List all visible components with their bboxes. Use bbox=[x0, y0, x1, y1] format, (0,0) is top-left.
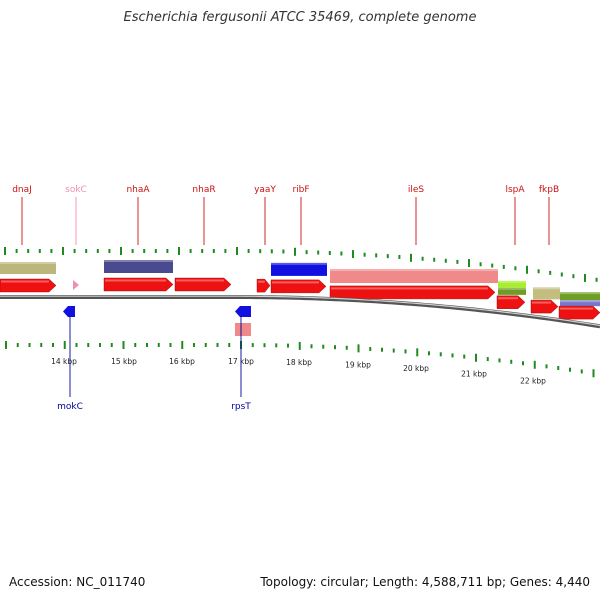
feature-box bbox=[560, 300, 600, 307]
backbone bbox=[0, 295, 600, 329]
cds-arrow-shine bbox=[105, 279, 166, 282]
gene-label: lspA bbox=[505, 185, 525, 195]
gene-label: nhaA bbox=[126, 185, 150, 195]
feature-box-shine bbox=[560, 300, 600, 303]
feature-box-shine bbox=[560, 292, 600, 295]
outer-tick-row bbox=[4, 247, 598, 282]
gene-label: sokC bbox=[65, 185, 87, 195]
scale-tick-row bbox=[5, 341, 595, 378]
scale-label: 15 kbp bbox=[111, 357, 137, 366]
feature-box-shine bbox=[498, 287, 526, 290]
feature-box bbox=[271, 262, 327, 276]
feature-box bbox=[533, 287, 560, 300]
feature-box-shine bbox=[104, 260, 173, 262]
backbone-line bbox=[0, 295, 600, 329]
gene-labels: dnaJ sokC nhaA nhaR yaaY ribF ileS lspA fkpB mokC… bbox=[12, 185, 559, 412]
gene-label: nhaR bbox=[192, 185, 215, 195]
scale-label: 21 kbp bbox=[461, 370, 487, 379]
backbone-highlight bbox=[0, 295, 600, 327]
genome-summary: Topology: circular; Length: 4,588,711 bp… bbox=[260, 575, 590, 589]
cds-arrow-shine bbox=[1, 280, 49, 283]
feature-box bbox=[330, 269, 498, 284]
gene-label: rpsT bbox=[231, 402, 251, 412]
feature-box-shine bbox=[330, 269, 498, 272]
cds-arrow-shine bbox=[532, 301, 551, 304]
reverse-arrow bbox=[235, 306, 251, 317]
map-title: Escherichia fergusonii ATCC 35469, compl… bbox=[123, 10, 477, 25]
gene-label: yaaY bbox=[254, 185, 276, 195]
scale-label: 22 kbp bbox=[520, 377, 546, 386]
cds-arrow-shine bbox=[331, 287, 488, 290]
feature-box-shine bbox=[498, 280, 526, 283]
gene-label: ribF bbox=[292, 185, 309, 195]
scale-label: 16 kbp bbox=[169, 357, 195, 366]
srna-arrow bbox=[73, 280, 79, 290]
feature-box bbox=[498, 280, 526, 288]
cds-arrow-shine bbox=[498, 297, 518, 300]
feature-box-shine bbox=[271, 262, 327, 265]
gene-label: dnaJ bbox=[12, 185, 32, 195]
scale-label: 18 kbp bbox=[286, 358, 312, 367]
cds-arrow-shine bbox=[272, 281, 319, 284]
scale-labels: 14 kbp 15 kbp 16 kbp 17 kbp 18 kbp 19 kbp 20 k… bbox=[51, 357, 546, 386]
feature-box bbox=[104, 260, 173, 273]
gene-label: mokC bbox=[57, 402, 83, 412]
scale-label: 19 kbp bbox=[345, 360, 371, 369]
reverse-arrow bbox=[63, 306, 75, 317]
feature-track bbox=[0, 260, 600, 336]
feature-box bbox=[498, 287, 526, 295]
cds-arrow-shine bbox=[176, 279, 224, 282]
feature-box bbox=[0, 262, 56, 274]
feature-box-shine bbox=[0, 262, 56, 264]
cds-arrow-shine bbox=[258, 280, 265, 283]
feature-box-shine bbox=[533, 287, 560, 290]
accession-text: Accession: NC_011740 bbox=[9, 575, 146, 589]
scale-label: 14 kbp bbox=[51, 357, 77, 366]
feature-box bbox=[560, 292, 600, 301]
gene-label: ileS bbox=[408, 185, 425, 195]
gene-label: fkpB bbox=[539, 185, 559, 195]
reverse-box bbox=[235, 323, 251, 336]
cds-arrow-shine bbox=[560, 307, 593, 310]
scale-label: 20 kbp bbox=[403, 364, 429, 373]
